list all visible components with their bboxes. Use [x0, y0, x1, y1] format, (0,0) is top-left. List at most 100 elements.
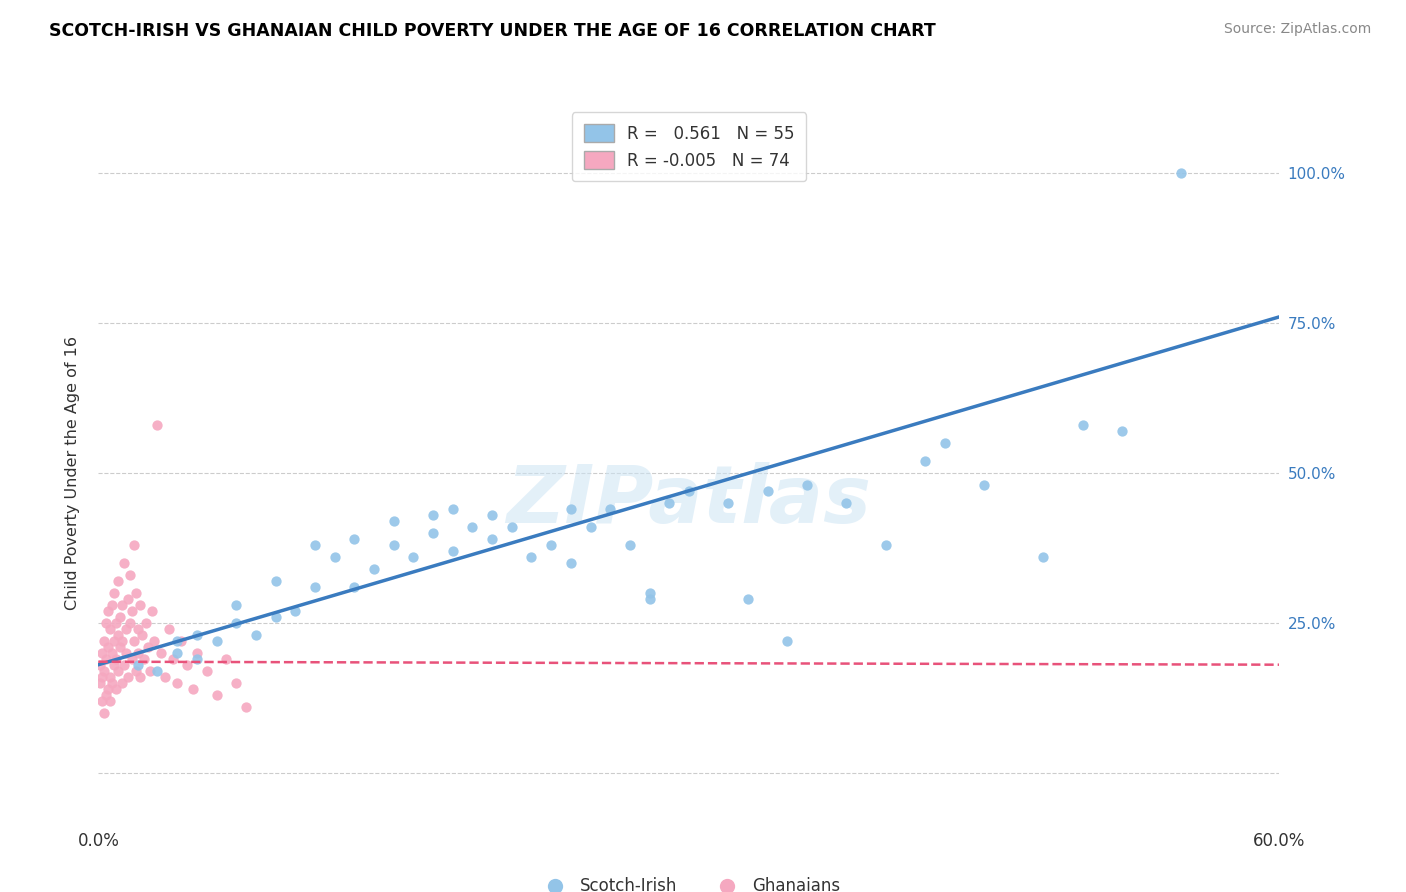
Point	[111, 598, 134, 612]
Point	[107, 664, 129, 678]
Point	[402, 549, 425, 564]
Point	[422, 508, 444, 522]
Point	[579, 520, 602, 534]
Point	[105, 615, 128, 630]
Point	[111, 633, 134, 648]
Point	[441, 543, 464, 558]
Point	[98, 622, 121, 636]
Point	[1111, 424, 1133, 438]
Point	[101, 598, 124, 612]
Point	[166, 633, 188, 648]
Point	[619, 538, 641, 552]
Point	[441, 501, 464, 516]
Point	[108, 640, 131, 654]
Point	[501, 520, 523, 534]
Point	[135, 615, 157, 630]
Point	[91, 694, 114, 708]
Point	[142, 633, 165, 648]
Point	[737, 591, 759, 606]
Point	[127, 657, 149, 672]
Point	[304, 538, 326, 552]
Text: ZIPatlas: ZIPatlas	[506, 461, 872, 540]
Point	[98, 670, 121, 684]
Point	[186, 646, 208, 660]
Point	[481, 508, 503, 522]
Point	[520, 549, 543, 564]
Point	[835, 496, 858, 510]
Point	[98, 694, 121, 708]
Point	[157, 622, 180, 636]
Point	[560, 501, 582, 516]
Point	[973, 477, 995, 491]
Text: SCOTCH-IRISH VS GHANAIAN CHILD POVERTY UNDER THE AGE OF 16 CORRELATION CHART: SCOTCH-IRISH VS GHANAIAN CHILD POVERTY U…	[49, 22, 936, 40]
Point	[91, 646, 114, 660]
Point	[105, 681, 128, 696]
Point	[599, 501, 621, 516]
Point	[235, 699, 257, 714]
Point	[127, 622, 149, 636]
Point	[117, 670, 139, 684]
Point	[112, 556, 135, 570]
Point	[540, 538, 562, 552]
Point	[122, 633, 145, 648]
Point	[131, 628, 153, 642]
Point	[128, 598, 150, 612]
Point	[146, 417, 169, 432]
Point	[363, 562, 385, 576]
Point	[323, 549, 346, 564]
Point	[422, 525, 444, 540]
Point	[382, 538, 405, 552]
Point	[1170, 166, 1192, 180]
Point	[96, 688, 118, 702]
Point	[658, 496, 681, 510]
Point	[245, 628, 267, 642]
Point	[122, 538, 145, 552]
Point	[162, 651, 184, 665]
Point	[138, 664, 160, 678]
Point	[105, 651, 128, 665]
Point	[103, 657, 125, 672]
Point	[97, 681, 120, 696]
Point	[181, 681, 204, 696]
Point	[461, 520, 484, 534]
Point	[118, 615, 141, 630]
Point	[382, 514, 405, 528]
Point	[101, 646, 124, 660]
Point	[717, 496, 740, 510]
Point	[125, 585, 148, 599]
Point	[103, 585, 125, 599]
Point	[186, 651, 208, 665]
Point	[101, 675, 124, 690]
Point	[166, 646, 188, 660]
Point	[93, 633, 115, 648]
Point	[304, 580, 326, 594]
Point	[1071, 417, 1094, 432]
Point	[128, 670, 150, 684]
Point	[176, 657, 198, 672]
Point	[150, 646, 173, 660]
Text: Source: ZipAtlas.com: Source: ZipAtlas.com	[1223, 22, 1371, 37]
Point	[796, 477, 818, 491]
Point	[560, 556, 582, 570]
Point	[225, 615, 247, 630]
Point	[93, 706, 115, 720]
Point	[264, 574, 287, 588]
Point	[117, 591, 139, 606]
Point	[225, 598, 247, 612]
Point	[638, 585, 661, 599]
Point	[97, 640, 120, 654]
Point	[205, 633, 228, 648]
Point	[756, 483, 779, 498]
Point	[215, 651, 238, 665]
Point	[89, 657, 111, 672]
Point	[170, 633, 193, 648]
Point	[284, 604, 307, 618]
Point	[141, 604, 163, 618]
Point	[205, 688, 228, 702]
Point	[89, 675, 111, 690]
Point	[93, 664, 115, 678]
Point	[96, 651, 118, 665]
Y-axis label: Child Poverty Under the Age of 16: Child Poverty Under the Age of 16	[65, 335, 80, 610]
Legend: Scotch-Irish, Ghanaians: Scotch-Irish, Ghanaians	[531, 871, 846, 892]
Point	[875, 538, 897, 552]
